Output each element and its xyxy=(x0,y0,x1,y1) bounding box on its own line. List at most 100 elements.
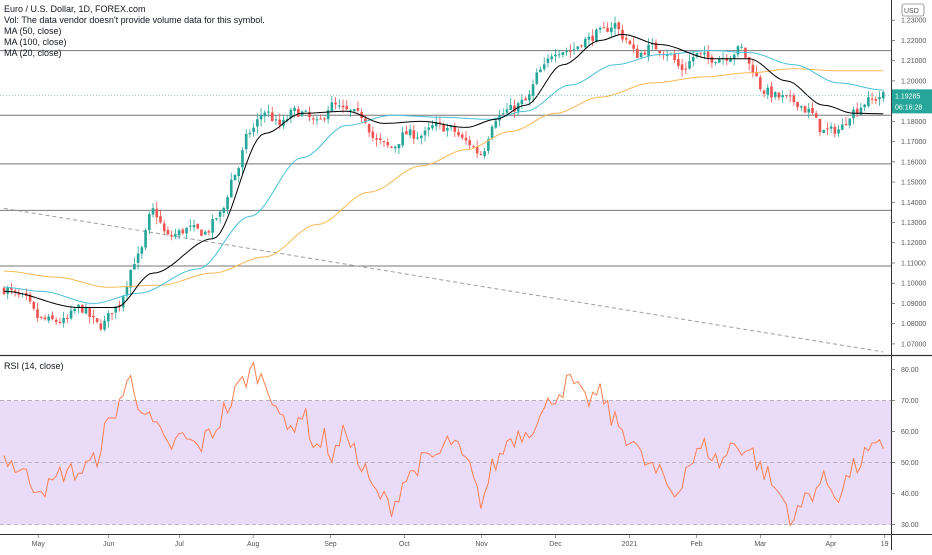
candle-body[interactable] xyxy=(732,54,736,59)
legend-ma20[interactable]: MA (20, close) xyxy=(4,48,62,58)
candle-body[interactable] xyxy=(546,58,550,64)
candle-body[interactable] xyxy=(110,313,114,315)
candle-body[interactable] xyxy=(781,95,784,98)
candle-body[interactable] xyxy=(196,223,200,229)
candle-body[interactable] xyxy=(147,214,151,230)
candle-body[interactable] xyxy=(609,27,613,33)
candle-body[interactable] xyxy=(695,52,699,57)
candle-body[interactable] xyxy=(740,46,744,48)
candle-body[interactable] xyxy=(677,59,680,66)
candle-body[interactable] xyxy=(188,225,192,227)
candle-body[interactable] xyxy=(766,87,770,95)
candle-body[interactable] xyxy=(293,107,296,112)
candle-body[interactable] xyxy=(557,54,561,56)
candle-body[interactable] xyxy=(762,90,766,94)
candle-body[interactable] xyxy=(628,40,632,45)
candle-body[interactable] xyxy=(118,304,121,307)
candle-body[interactable] xyxy=(691,57,695,62)
candle-body[interactable] xyxy=(36,309,39,318)
last-price-tag[interactable] xyxy=(892,89,932,114)
legend-ma100[interactable]: MA (100, close) xyxy=(4,37,67,47)
candle-body[interactable] xyxy=(736,46,740,55)
candle-body[interactable] xyxy=(6,288,10,294)
candle-body[interactable] xyxy=(338,105,341,107)
candle-body[interactable] xyxy=(826,128,829,130)
candle-body[interactable] xyxy=(133,264,136,270)
candle-body[interactable] xyxy=(449,126,453,128)
candle-body[interactable] xyxy=(107,313,110,322)
candle-body[interactable] xyxy=(54,319,58,322)
candle-body[interactable] xyxy=(393,146,397,149)
ma20-line[interactable] xyxy=(3,33,884,308)
candle-body[interactable] xyxy=(598,27,602,30)
candle-body[interactable] xyxy=(99,323,103,330)
candle-body[interactable] xyxy=(349,109,352,111)
candle-body[interactable] xyxy=(658,50,662,53)
candle-body[interactable] xyxy=(509,104,513,111)
candle-body[interactable] xyxy=(878,97,881,100)
candle-body[interactable] xyxy=(274,119,278,121)
candle-body[interactable] xyxy=(714,62,717,64)
candle-body[interactable] xyxy=(125,286,129,296)
candle-body[interactable] xyxy=(550,56,553,60)
candle-body[interactable] xyxy=(155,208,159,218)
candle-body[interactable] xyxy=(416,137,419,139)
candle-body[interactable] xyxy=(855,108,859,114)
candle-body[interactable] xyxy=(408,129,412,136)
candle-body[interactable] xyxy=(654,42,658,50)
candle-body[interactable] xyxy=(583,38,587,48)
candle-body[interactable] xyxy=(643,52,647,55)
candle-body[interactable] xyxy=(207,231,211,233)
candle-body[interactable] xyxy=(852,109,855,119)
candle-body[interactable] xyxy=(203,231,207,235)
candle-body[interactable] xyxy=(140,247,144,254)
candle-body[interactable] xyxy=(371,131,375,138)
candle-body[interactable] xyxy=(602,27,606,29)
trendline[interactable] xyxy=(3,207,884,353)
candle-body[interactable] xyxy=(39,316,43,318)
candle-body[interactable] xyxy=(397,143,401,149)
ma50-line[interactable] xyxy=(3,50,884,304)
candle-body[interactable] xyxy=(364,118,367,123)
candle-body[interactable] xyxy=(103,320,106,330)
candle-body[interactable] xyxy=(837,129,840,134)
candle-body[interactable] xyxy=(229,179,233,198)
candle-body[interactable] xyxy=(840,124,844,130)
candle-body[interactable] xyxy=(800,106,803,108)
candle-body[interactable] xyxy=(237,168,241,176)
candle-body[interactable] xyxy=(330,102,334,112)
candle-body[interactable] xyxy=(751,64,755,73)
candle-body[interactable] xyxy=(587,36,591,40)
candle-body[interactable] xyxy=(833,126,837,134)
candle-body[interactable] xyxy=(244,133,248,150)
candle-body[interactable] xyxy=(382,141,386,143)
candle-body[interactable] xyxy=(181,229,185,234)
candle-body[interactable] xyxy=(248,132,252,135)
candle-body[interactable] xyxy=(606,27,609,32)
candle-body[interactable] xyxy=(501,113,505,115)
candle-body[interactable] xyxy=(788,95,792,97)
candle-body[interactable] xyxy=(233,174,237,181)
candle-body[interactable] xyxy=(680,64,684,71)
candle-body[interactable] xyxy=(580,45,583,47)
candle-body[interactable] xyxy=(773,92,777,97)
candle-body[interactable] xyxy=(297,108,300,117)
candle-body[interactable] xyxy=(829,126,833,129)
candle-body[interactable] xyxy=(595,29,598,43)
candle-body[interactable] xyxy=(524,98,527,101)
candle-body[interactable] xyxy=(569,50,572,52)
candle-body[interactable] xyxy=(874,98,878,101)
candle-body[interactable] xyxy=(446,128,449,131)
candle-body[interactable] xyxy=(92,315,95,318)
candle-body[interactable] xyxy=(479,153,483,155)
candle-body[interactable] xyxy=(289,109,293,119)
candle-body[interactable] xyxy=(624,38,628,40)
candle-body[interactable] xyxy=(814,113,818,118)
candle-body[interactable] xyxy=(319,118,322,120)
candle-body[interactable] xyxy=(2,287,6,294)
candle-body[interactable] xyxy=(144,230,147,248)
candle-body[interactable] xyxy=(539,69,542,73)
candle-body[interactable] xyxy=(10,287,13,290)
candle-body[interactable] xyxy=(665,54,669,56)
